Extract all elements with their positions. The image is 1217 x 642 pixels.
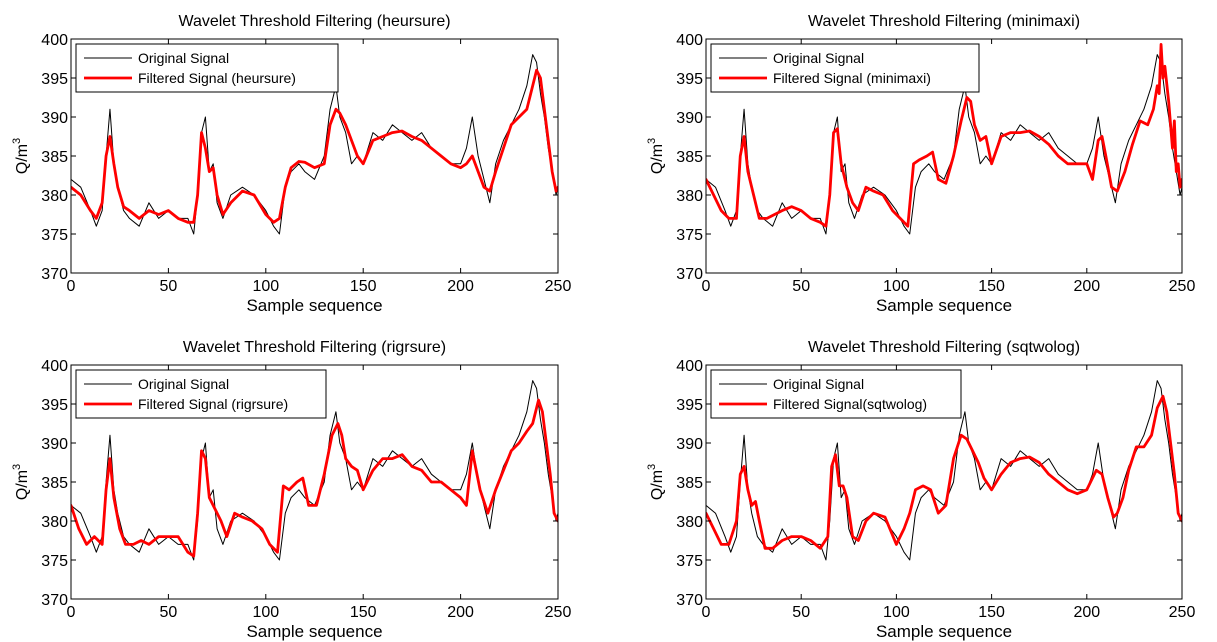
y-tick-label: 380 xyxy=(676,514,703,531)
y-tick-label: 375 xyxy=(676,227,703,244)
x-tick-label: 100 xyxy=(252,604,279,621)
x-tick-label: 50 xyxy=(160,604,178,621)
chart-panel-2: 0 50 100 150 200 250 370 375 380 385 390 395 400 Wave… xyxy=(646,13,1195,315)
filtered-signal-line xyxy=(71,398,558,558)
x-tick-label: 250 xyxy=(1169,604,1196,621)
legend-label-filtered: Filtered Signal(sqtwolog) xyxy=(773,396,927,412)
chart-title: Wavelet Threshold Filtering (heursure) xyxy=(178,13,450,30)
y-axis-label: Q/m3 xyxy=(646,464,666,500)
legend: Original Signal Filtered Signal (minimaxi… xyxy=(710,43,980,93)
x-tick-label: 250 xyxy=(1169,278,1196,295)
chart-title: Wavelet Threshold Filtering (rigrsure) xyxy=(183,339,446,356)
x-tick-label: 0 xyxy=(702,278,711,295)
legend-box xyxy=(75,43,339,93)
x-tick-label: 0 xyxy=(67,278,76,295)
chart-panel-3: 0 50 100 150 200 250 370 375 380 385 390 395 400 Wave… xyxy=(11,339,571,641)
x-tick-label: 150 xyxy=(350,278,377,295)
x-axis-label: Sample sequence xyxy=(246,296,382,315)
y-tick-label: 400 xyxy=(676,32,703,49)
x-tick-label: 100 xyxy=(252,278,279,295)
y-tick-label: 395 xyxy=(41,71,68,88)
x-axis-label: Sample sequence xyxy=(876,622,1012,641)
legend-label-original: Original Signal xyxy=(773,50,864,66)
legend-label-original: Original Signal xyxy=(138,50,229,66)
x-axis-label: Sample sequence xyxy=(876,296,1012,315)
legend-label-original: Original Signal xyxy=(138,376,229,392)
chart-panel-1: 0 50 100 150 200 250 370 375 380 385 390 395 400 Wave… xyxy=(11,13,571,315)
y-tick-label: 385 xyxy=(41,149,68,166)
y-tick-label: 370 xyxy=(41,266,68,283)
y-tick-label: 375 xyxy=(41,553,68,570)
y-axis-label: Q/m3 xyxy=(11,464,31,500)
x-tick-label: 0 xyxy=(67,604,76,621)
y-tick-label: 395 xyxy=(676,397,703,414)
y-tick-label: 380 xyxy=(41,514,68,531)
legend: Original Signal Filtered Signal (heursure… xyxy=(75,43,339,93)
y-tick-label: 390 xyxy=(41,110,68,127)
y-tick-label: 400 xyxy=(41,358,68,375)
legend: Original Signal Filtered Signal (rigrsure… xyxy=(75,369,327,419)
chart-panel-4: 0 50 100 150 200 250 370 375 380 385 390 395 400 Wave… xyxy=(646,339,1195,641)
legend-label-original: Original Signal xyxy=(773,376,864,392)
y-tick-label: 385 xyxy=(676,475,703,492)
y-tick-label: 395 xyxy=(41,397,68,414)
x-tick-label: 200 xyxy=(1073,604,1100,621)
original-signal-line xyxy=(706,54,1182,235)
x-tick-label: 100 xyxy=(883,604,910,621)
legend-box xyxy=(710,43,980,93)
x-tick-label: 250 xyxy=(545,278,572,295)
legend-label-filtered: Filtered Signal (minimaxi) xyxy=(773,70,931,86)
y-tick-label: 390 xyxy=(676,110,703,127)
filtered-signal-line xyxy=(706,43,1182,228)
x-tick-label: 200 xyxy=(1073,278,1100,295)
x-tick-label: 0 xyxy=(702,604,711,621)
legend-label-filtered: Filtered Signal (rigrsure) xyxy=(138,396,288,412)
y-axis-label: Q/m3 xyxy=(11,138,31,174)
y-tick-label: 390 xyxy=(676,436,703,453)
x-tick-label: 150 xyxy=(978,604,1005,621)
x-tick-label: 50 xyxy=(792,604,810,621)
y-tick-label: 395 xyxy=(676,71,703,88)
y-tick-label: 375 xyxy=(41,227,68,244)
y-axis-label: Q/m3 xyxy=(646,138,666,174)
x-tick-label: 200 xyxy=(447,278,474,295)
filtered-signal-line xyxy=(71,68,558,224)
y-tick-label: 370 xyxy=(676,266,703,283)
x-axis-label: Sample sequence xyxy=(246,622,382,641)
y-tick-label: 400 xyxy=(41,32,68,49)
y-tick-label: 370 xyxy=(676,592,703,609)
chart-title: Wavelet Threshold Filtering (sqtwolog) xyxy=(808,339,1080,356)
y-tick-label: 370 xyxy=(41,592,68,609)
chart-title: Wavelet Threshold Filtering (minimaxi) xyxy=(808,13,1080,30)
legend-box xyxy=(710,369,962,419)
x-tick-label: 50 xyxy=(160,278,178,295)
x-tick-label: 150 xyxy=(978,278,1005,295)
x-tick-label: 250 xyxy=(545,604,572,621)
y-tick-label: 380 xyxy=(41,188,68,205)
y-tick-label: 390 xyxy=(41,436,68,453)
y-tick-label: 385 xyxy=(676,149,703,166)
filtered-signal-line xyxy=(706,394,1182,550)
x-tick-label: 100 xyxy=(883,278,910,295)
y-tick-label: 380 xyxy=(676,188,703,205)
legend-box xyxy=(75,369,327,419)
legend-label-filtered: Filtered Signal (heursure) xyxy=(138,70,296,86)
y-tick-label: 385 xyxy=(41,475,68,492)
original-signal-line xyxy=(71,54,558,235)
y-tick-label: 400 xyxy=(676,358,703,375)
x-tick-label: 200 xyxy=(447,604,474,621)
x-tick-label: 50 xyxy=(792,278,810,295)
y-tick-label: 375 xyxy=(676,553,703,570)
legend: Original Signal Filtered Signal(sqtwolog) xyxy=(710,369,962,419)
x-tick-label: 150 xyxy=(350,604,377,621)
